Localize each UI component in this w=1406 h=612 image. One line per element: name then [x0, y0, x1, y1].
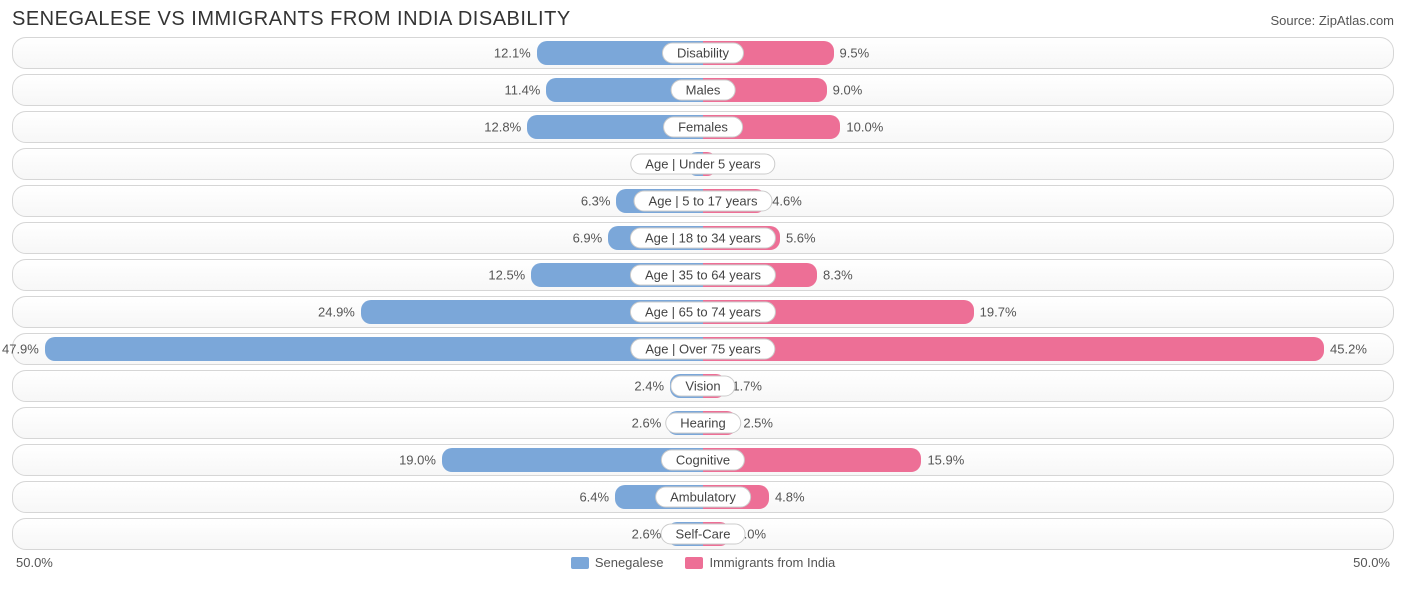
value-left: 12.1% [494, 46, 531, 61]
value-right: 19.7% [980, 305, 1017, 320]
chart-row: 6.4% 4.8% Ambulatory [12, 481, 1394, 513]
chart-title: SENEGALESE VS IMMIGRANTS FROM INDIA DISA… [12, 8, 571, 31]
value-right: 4.6% [772, 194, 802, 209]
chart-row: 6.3% 4.6%Age | 5 to 17 years [12, 185, 1394, 217]
value-right: 9.5% [840, 46, 870, 61]
chart-row: 2.4% 1.7%Vision [12, 370, 1394, 402]
chart-row: 12.8% 10.0% Females [12, 111, 1394, 143]
chart-row: 2.6%2.0%Self-Care [12, 518, 1394, 550]
value-right: 4.8% [775, 490, 805, 505]
bar-left [45, 337, 703, 361]
value-right: 9.0% [833, 83, 863, 98]
value-left: 6.4% [579, 490, 609, 505]
diverging-bar-chart: 12.1% 9.5% Disability 11.4% 9.0% Males 12.8% 10… [12, 37, 1394, 550]
value-left: 6.3% [581, 194, 611, 209]
value-right: 15.9% [927, 453, 964, 468]
value-right: 2.5% [743, 416, 773, 431]
chart-row: 47.9%45.2%Age | Over 75 years [12, 333, 1394, 365]
value-right: 10.0% [846, 120, 883, 135]
chart-source: Source: ZipAtlas.com [1270, 13, 1394, 28]
value-right: 8.3% [823, 268, 853, 283]
value-left: 12.5% [488, 268, 525, 283]
category-label: Hearing [665, 413, 741, 434]
value-right: 45.2% [1330, 342, 1367, 357]
value-left: 19.0% [399, 453, 436, 468]
category-label: Age | 65 to 74 years [630, 302, 776, 323]
value-left: 47.9% [2, 342, 39, 357]
value-right: 5.6% [786, 231, 816, 246]
chart-row: 6.9% 5.6% Age | 18 to 34 years [12, 222, 1394, 254]
chart-row: 19.0% 15.9% Cognitive [12, 444, 1394, 476]
legend-label-left: Senegalese [595, 555, 664, 570]
bar-right [703, 337, 1324, 361]
axis-max-right: 50.0% [1353, 555, 1390, 570]
chart-row: 1.2%1.0%Age | Under 5 years [12, 148, 1394, 180]
value-left: 6.9% [573, 231, 603, 246]
category-label: Females [663, 117, 743, 138]
chart-row: 11.4% 9.0% Males [12, 74, 1394, 106]
legend-label-right: Immigrants from India [709, 555, 835, 570]
value-right: 1.7% [732, 379, 762, 394]
value-left: 2.4% [634, 379, 664, 394]
category-label: Cognitive [661, 450, 745, 471]
category-label: Age | 5 to 17 years [634, 191, 773, 212]
category-label: Age | 18 to 34 years [630, 228, 776, 249]
legend-item-left: Senegalese [571, 555, 664, 570]
category-label: Age | 35 to 64 years [630, 265, 776, 286]
value-left: 12.8% [484, 120, 521, 135]
value-left: 24.9% [318, 305, 355, 320]
category-label: Ambulatory [655, 487, 751, 508]
value-left: 2.6% [632, 527, 662, 542]
legend-item-right: Immigrants from India [685, 555, 835, 570]
chart-row: 24.9% 19.7% Age | 65 to 74 years [12, 296, 1394, 328]
category-label: Age | Over 75 years [630, 339, 775, 360]
category-label: Vision [670, 376, 735, 397]
category-label: Disability [662, 43, 744, 64]
category-label: Males [671, 80, 736, 101]
value-left: 2.6% [632, 416, 662, 431]
value-left: 11.4% [504, 83, 540, 98]
chart-header: SENEGALESE VS IMMIGRANTS FROM INDIA DISA… [12, 8, 1394, 31]
chart-row: 2.6% 2.5%Hearing [12, 407, 1394, 439]
axis-max-left: 50.0% [16, 555, 53, 570]
chart-footer: 50.0% Senegalese Immigrants from India 5… [12, 555, 1394, 570]
legend-swatch-left [571, 557, 589, 569]
legend: Senegalese Immigrants from India [53, 555, 1353, 570]
legend-swatch-right [685, 557, 703, 569]
chart-row: 12.5% 8.3% Age | 35 to 64 years [12, 259, 1394, 291]
chart-row: 12.1% 9.5% Disability [12, 37, 1394, 69]
category-label: Self-Care [661, 524, 746, 545]
category-label: Age | Under 5 years [630, 154, 775, 175]
